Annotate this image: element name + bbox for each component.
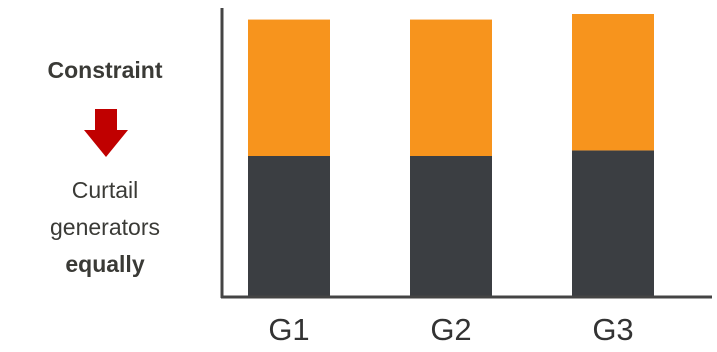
curtail-line-2: generators — [50, 214, 160, 240]
bars-group — [248, 14, 654, 298]
down-arrow-icon — [84, 109, 128, 157]
curtail-generators-text: Curtail generators equally — [0, 172, 210, 283]
bar-g1-segment-1 — [248, 156, 330, 298]
x-tick-labels: G1 G2 G3 — [268, 312, 633, 347]
curtail-emphasis: equally — [65, 251, 145, 277]
constraint-label: Constraint — [47, 57, 163, 83]
constraint-annotation: Constraint Curtail generators equally — [0, 0, 210, 352]
bar-g3-segment-2 — [572, 14, 654, 151]
curtail-line-1: Curtail — [71, 177, 139, 203]
bar-g3-segment-1 — [572, 150, 654, 298]
x-tick-label-g1: G1 — [268, 312, 309, 347]
x-tick-label-g3: G3 — [592, 312, 633, 347]
bar-g2-segment-1 — [410, 156, 492, 298]
bar-g2-segment-2 — [410, 19, 492, 156]
bar-g1-segment-2 — [248, 19, 330, 156]
x-tick-label-g2: G2 — [430, 312, 471, 347]
